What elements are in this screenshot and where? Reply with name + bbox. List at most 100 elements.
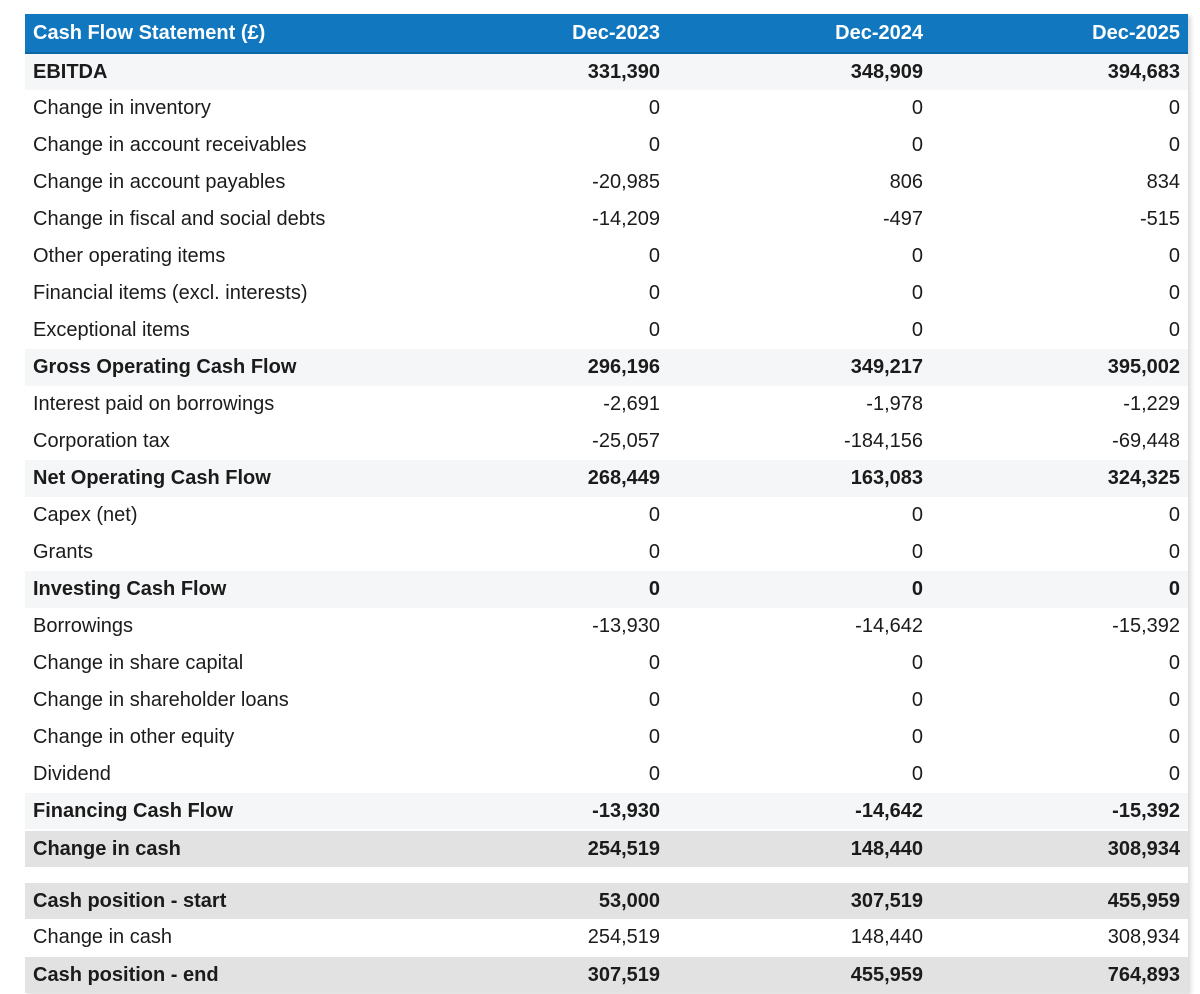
cell-value: 0 [668, 719, 931, 756]
cell-value: 394,683 [931, 53, 1188, 90]
row-label: EBITDA [25, 53, 405, 90]
cell-value: -15,392 [931, 793, 1188, 830]
cell-value: 0 [668, 312, 931, 349]
table-row: Net Operating Cash Flow 268,449 163,083 324… [25, 460, 1188, 497]
cell-value: 163,083 [668, 460, 931, 497]
row-label: Net Operating Cash Flow [25, 460, 405, 497]
cell-value: -1,978 [668, 386, 931, 423]
cell-value: 0 [931, 682, 1188, 719]
table-body: EBITDA 331,390 348,909 394,683 Change in inv… [25, 53, 1188, 993]
cell-value: 307,519 [405, 955, 668, 993]
cell-value: 331,390 [405, 53, 668, 90]
cell-value: 0 [405, 571, 668, 608]
cell-value: 0 [405, 90, 668, 127]
row-label: Financing Cash Flow [25, 793, 405, 830]
cell-value: 0 [931, 534, 1188, 571]
row-label: Corporation tax [25, 423, 405, 460]
table-row: Exceptional items 0 0 0 [25, 312, 1188, 349]
row-label: Dividend [25, 756, 405, 793]
cell-value: 806 [668, 164, 931, 201]
row-label: Change in cash [25, 919, 405, 956]
cell-value: 0 [931, 571, 1188, 608]
row-label: Investing Cash Flow [25, 571, 405, 608]
cell-value: -1,229 [931, 386, 1188, 423]
row-label: Change in shareholder loans [25, 682, 405, 719]
cell-value: 254,519 [405, 829, 668, 867]
cell-value: -184,156 [668, 423, 931, 460]
cell-value: 455,959 [931, 881, 1188, 919]
table-row: Cash position - end 307,519 455,959 764,893 [25, 955, 1188, 993]
cell-value: -497 [668, 201, 931, 238]
cell-value: 0 [931, 90, 1188, 127]
table-row: EBITDA 331,390 348,909 394,683 [25, 53, 1188, 90]
cell-value: 0 [405, 238, 668, 275]
table-row: Interest paid on borrowings -2,691 -1,978-… [25, 386, 1188, 423]
cell-value: 0 [668, 645, 931, 682]
cell-value: 0 [405, 534, 668, 571]
cell-value: 0 [405, 682, 668, 719]
row-label: Other operating items [25, 238, 405, 275]
row-label: Change in account payables [25, 164, 405, 201]
cell-value: 0 [668, 90, 931, 127]
table-row: Corporation tax -25,057 -184,156 -69,448 [25, 423, 1188, 460]
row-label: Cash position - end [25, 955, 405, 993]
cell-value: 0 [405, 497, 668, 534]
row-label: Change in account receivables [25, 127, 405, 164]
cell-value: 455,959 [668, 955, 931, 993]
table-row: Financial items (excl. interests) 0 0 0 [25, 275, 1188, 312]
cell-value: -14,642 [668, 793, 931, 830]
column-header-dec-2024: Dec-2024 [668, 14, 931, 54]
cell-value: 0 [405, 127, 668, 164]
cell-value: -15,392 [931, 608, 1188, 645]
cell-value: 0 [405, 645, 668, 682]
cell-value: 0 [931, 756, 1188, 793]
cell-value: 296,196 [405, 349, 668, 386]
cell-value: -69,448 [931, 423, 1188, 460]
cell-value: 395,002 [931, 349, 1188, 386]
table-row: Other operating items 0 0 0 [25, 238, 1188, 275]
row-label: Grants [25, 534, 405, 571]
cell-value: 53,000 [405, 881, 668, 919]
row-label: Borrowings [25, 608, 405, 645]
table-row: Change in share capital 0 0 0 [25, 645, 1188, 682]
cell-value: 0 [931, 312, 1188, 349]
table-row: Dividend 0 0 0 [25, 756, 1188, 793]
table-title: Cash Flow Statement (£) [25, 14, 405, 54]
table-row: Change in shareholder loans 0 0 0 [25, 682, 1188, 719]
cell-value: 764,893 [931, 955, 1188, 993]
cell-value: 307,519 [668, 881, 931, 919]
table-row: Change in inventory 0 0 0 [25, 90, 1188, 127]
cell-value: 308,934 [931, 919, 1188, 956]
cell-value: 0 [668, 497, 931, 534]
row-label: Gross Operating Cash Flow [25, 349, 405, 386]
cell-value: 268,449 [405, 460, 668, 497]
cell-value: -515 [931, 201, 1188, 238]
cash-flow-table: Cash Flow Statement (£) Dec-2023 Dec-202… [25, 14, 1188, 993]
cell-value: 0 [668, 127, 931, 164]
cell-value: 148,440 [668, 919, 931, 956]
row-label: Capex (net) [25, 497, 405, 534]
row-label: Change in cash [25, 829, 405, 867]
cell-value: 0 [668, 682, 931, 719]
row-label: Change in inventory [25, 90, 405, 127]
table-row: Cash position - start 53,000 307,519 455,95… [25, 881, 1188, 919]
table-row: Change in fiscal and social debts -14,209… [25, 201, 1188, 238]
cell-value: 0 [931, 127, 1188, 164]
cell-value: -13,930 [405, 608, 668, 645]
cell-value: 0 [931, 497, 1188, 534]
cell-value: -20,985 [405, 164, 668, 201]
row-label: Financial items (excl. interests) [25, 275, 405, 312]
table-row: Borrowings -13,930 -14,642 -15,392 [25, 608, 1188, 645]
cell-value: 834 [931, 164, 1188, 201]
cell-value: -25,057 [405, 423, 668, 460]
cell-value: -14,642 [668, 608, 931, 645]
cell-value: 308,934 [931, 829, 1188, 867]
cell-value: 0 [931, 275, 1188, 312]
cell-value: 0 [405, 275, 668, 312]
row-label: Exceptional items [25, 312, 405, 349]
cell-value: 349,217 [668, 349, 931, 386]
table-row: Gross Operating Cash Flow 296,196 349,217 3… [25, 349, 1188, 386]
column-header-dec-2023: Dec-2023 [405, 14, 668, 54]
cell-value: 324,325 [931, 460, 1188, 497]
